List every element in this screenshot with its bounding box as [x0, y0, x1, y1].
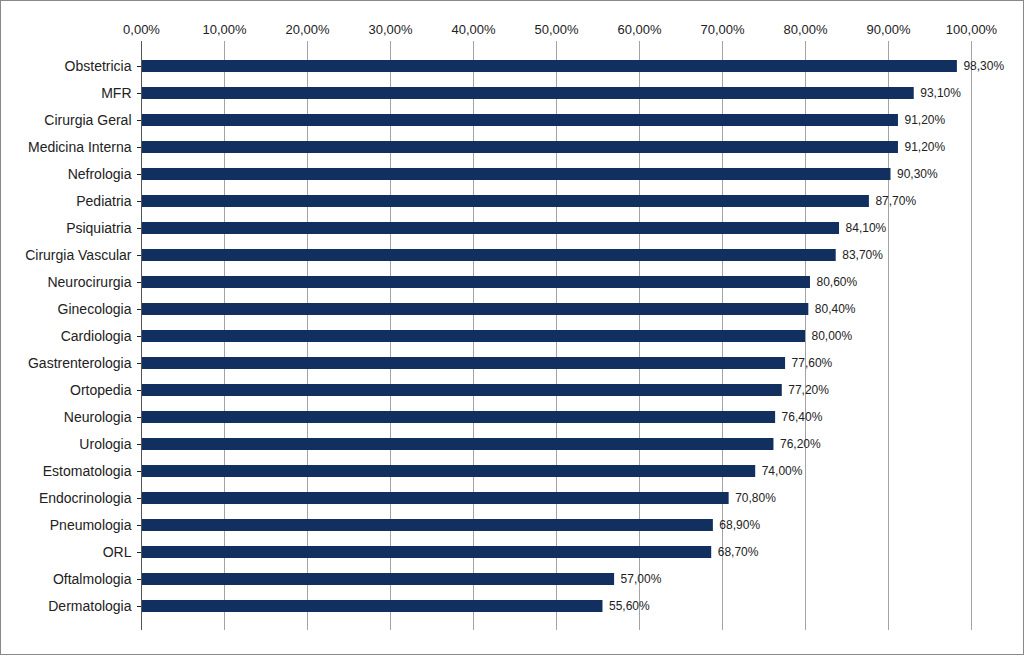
- svg-text:Ortopedia: Ortopedia: [70, 382, 132, 398]
- svg-text:84,10%: 84,10%: [846, 221, 887, 235]
- svg-text:70,80%: 70,80%: [735, 491, 776, 505]
- svg-text:60,00%: 60,00%: [617, 22, 662, 37]
- svg-text:50,00%: 50,00%: [534, 22, 579, 37]
- svg-text:10,00%: 10,00%: [202, 22, 247, 37]
- svg-text:40,00%: 40,00%: [451, 22, 496, 37]
- svg-text:Estomatologia: Estomatologia: [43, 463, 132, 479]
- svg-text:Ginecologia: Ginecologia: [58, 301, 132, 317]
- svg-text:Psiquiatria: Psiquiatria: [66, 220, 132, 236]
- svg-text:0,00%: 0,00%: [123, 22, 160, 37]
- svg-text:Pediatria: Pediatria: [76, 193, 131, 209]
- svg-text:MFR: MFR: [101, 85, 131, 101]
- svg-text:Neurocirurgia: Neurocirurgia: [47, 274, 131, 290]
- svg-text:Oftalmologia: Oftalmologia: [53, 571, 132, 587]
- svg-text:Cardiologia: Cardiologia: [61, 328, 132, 344]
- svg-text:Endocrinologia: Endocrinologia: [39, 490, 132, 506]
- svg-text:68,70%: 68,70%: [718, 545, 759, 559]
- svg-text:74,00%: 74,00%: [762, 464, 803, 478]
- svg-text:57,00%: 57,00%: [621, 572, 662, 586]
- svg-text:55,60%: 55,60%: [609, 599, 650, 613]
- svg-text:80,60%: 80,60%: [816, 275, 857, 289]
- svg-text:Cirurgia Vascular: Cirurgia Vascular: [25, 247, 132, 263]
- svg-text:Neurologia: Neurologia: [64, 409, 132, 425]
- svg-text:20,00%: 20,00%: [285, 22, 330, 37]
- svg-text:80,00%: 80,00%: [783, 22, 828, 37]
- svg-text:91,20%: 91,20%: [904, 113, 945, 127]
- svg-text:83,70%: 83,70%: [842, 248, 883, 262]
- svg-text:Urologia: Urologia: [79, 436, 131, 452]
- svg-text:90,30%: 90,30%: [897, 167, 938, 181]
- svg-text:91,20%: 91,20%: [904, 140, 945, 154]
- svg-text:98,30%: 98,30%: [963, 59, 1004, 73]
- svg-text:100,00%: 100,00%: [946, 22, 998, 37]
- svg-text:76,40%: 76,40%: [782, 410, 823, 424]
- svg-text:Cirurgia Geral: Cirurgia Geral: [44, 112, 131, 128]
- svg-text:30,00%: 30,00%: [368, 22, 413, 37]
- svg-text:Medicina Interna: Medicina Interna: [28, 139, 132, 155]
- svg-text:Pneumologia: Pneumologia: [50, 517, 132, 533]
- svg-text:Nefrologia: Nefrologia: [68, 166, 132, 182]
- svg-text:93,10%: 93,10%: [920, 86, 961, 100]
- svg-text:87,70%: 87,70%: [875, 194, 916, 208]
- svg-text:80,40%: 80,40%: [815, 302, 856, 316]
- svg-text:76,20%: 76,20%: [780, 437, 821, 451]
- svg-text:68,90%: 68,90%: [719, 518, 760, 532]
- svg-text:Dermatologia: Dermatologia: [48, 598, 131, 614]
- svg-text:77,20%: 77,20%: [788, 383, 829, 397]
- svg-text:77,60%: 77,60%: [792, 356, 833, 370]
- svg-text:Gastrenterologia: Gastrenterologia: [28, 355, 132, 371]
- svg-text:Obstetricia: Obstetricia: [65, 58, 132, 74]
- svg-text:ORL: ORL: [103, 544, 132, 560]
- svg-text:80,00%: 80,00%: [812, 329, 853, 343]
- svg-text:70,00%: 70,00%: [700, 22, 745, 37]
- svg-text:90,00%: 90,00%: [866, 22, 911, 37]
